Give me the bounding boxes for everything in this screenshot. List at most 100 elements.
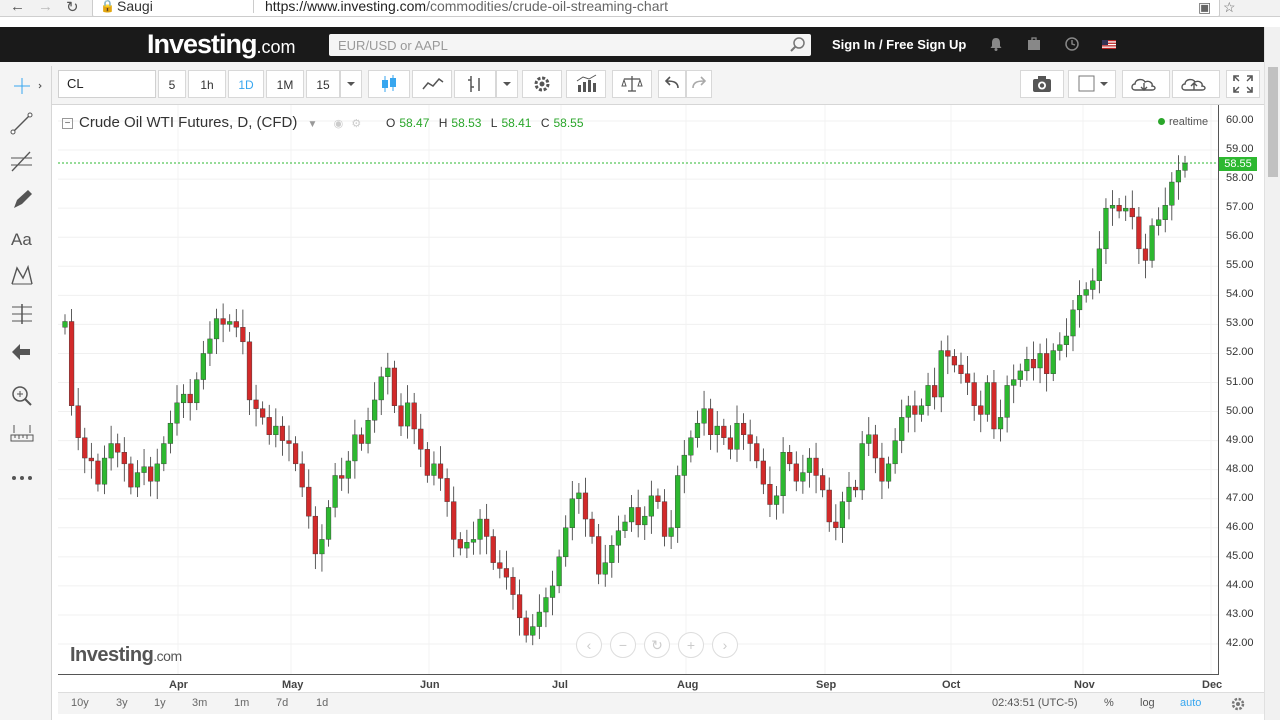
candle	[332, 462, 338, 518]
percent-scale-toggle[interactable]: %	[1104, 697, 1114, 709]
zoom-in-button[interactable]: +	[678, 632, 704, 658]
range-1m[interactable]: 1m	[234, 697, 250, 709]
fib-tool[interactable]	[8, 148, 36, 176]
candle	[984, 375, 990, 422]
price-tick-label: 50.00	[1226, 404, 1254, 417]
bell-icon[interactable]	[988, 36, 1004, 52]
zoom-out-button[interactable]: −	[610, 632, 636, 658]
candle	[582, 477, 589, 537]
current-price-label: 58.55	[1219, 157, 1257, 171]
interval-1d[interactable]: 1D	[228, 70, 264, 98]
range-3y[interactable]: 3y	[116, 697, 128, 709]
chart-title: Crude Oil WTI Futures, D, (CFD)	[79, 114, 298, 131]
candle	[622, 514, 628, 538]
clock-icon[interactable]	[1064, 36, 1080, 52]
range-3m[interactable]: 3m	[192, 697, 208, 709]
undo-button[interactable]	[658, 70, 686, 98]
reset-button[interactable]: ↻	[644, 632, 670, 658]
candlestick-plot[interactable]	[58, 105, 1220, 675]
site-identity[interactable]: Saugi	[117, 0, 153, 14]
interval-1m[interactable]: 1M	[266, 70, 304, 98]
page-scrollbar[interactable]	[1264, 27, 1280, 720]
interval-1h[interactable]: 1h	[188, 70, 226, 98]
time-tick-label: Nov	[1074, 679, 1095, 691]
gear-icon[interactable]	[1230, 696, 1246, 712]
line-chart-button[interactable]	[412, 70, 452, 98]
drawing-toolbar: Aa	[0, 66, 52, 720]
fullscreen-button[interactable]	[1226, 70, 1260, 98]
candles-button[interactable]	[368, 70, 410, 98]
auto-scale-toggle[interactable]: auto	[1180, 697, 1202, 709]
candle	[121, 437, 127, 482]
candle	[787, 444, 793, 472]
price-chart[interactable]	[58, 105, 1220, 675]
candle	[378, 366, 384, 416]
settings-small-icon[interactable]: ⚙	[351, 118, 362, 130]
interval-5m[interactable]: 5	[158, 70, 186, 98]
candle	[635, 489, 641, 538]
indicators-button[interactable]	[566, 70, 606, 98]
compare-button[interactable]	[612, 70, 652, 98]
collapse-legend-button[interactable]: −	[62, 118, 73, 129]
chart-toolbar: CL 5 1h 1D 1M 15	[0, 62, 1264, 105]
range-10y[interactable]: 10y	[71, 697, 89, 709]
range-1d[interactable]: 1d	[316, 697, 329, 709]
star-icon[interactable]: ☆	[1223, 0, 1236, 15]
price-tick-label: 43.00	[1226, 607, 1254, 620]
search-icon[interactable]	[789, 36, 807, 54]
price-tick-label: 44.00	[1226, 578, 1254, 591]
symbol-input[interactable]: CL	[58, 70, 156, 98]
range-7d[interactable]: 7d	[276, 697, 289, 709]
chevron-down-icon[interactable]: ▼	[307, 119, 318, 130]
zoom-icon	[12, 386, 32, 406]
candle	[912, 390, 918, 433]
candle	[899, 399, 905, 454]
save-chart-button[interactable]	[1172, 70, 1220, 98]
more-tools[interactable]	[8, 464, 36, 492]
time-axis[interactable]: Apr May Jun Jul Aug Sep Oct Nov Dec	[58, 674, 1222, 694]
text-tool[interactable]: Aa	[8, 226, 36, 254]
load-chart-button[interactable]	[1122, 70, 1170, 98]
zoom-tool[interactable]	[8, 382, 36, 410]
ruler-tool[interactable]	[8, 420, 36, 448]
timezone-clock[interactable]: 02:43:51 (UTC-5)	[992, 697, 1078, 709]
brush-tool[interactable]	[8, 186, 36, 214]
interval-dropdown[interactable]	[340, 70, 362, 98]
settings-button[interactable]	[522, 70, 562, 98]
range-1y[interactable]: 1y	[154, 697, 166, 709]
snapshot-button[interactable]	[1020, 70, 1064, 98]
color-picker-button[interactable]	[1068, 70, 1116, 98]
measure-tool[interactable]	[8, 300, 36, 328]
log-scale-toggle[interactable]: log	[1140, 697, 1155, 709]
candle	[148, 456, 154, 497]
forward-icon[interactable]: →	[38, 0, 53, 15]
candle	[964, 356, 971, 395]
scroll-right-button[interactable]: ›	[712, 632, 738, 658]
pattern-tool[interactable]	[8, 262, 36, 290]
candle	[1149, 218, 1155, 268]
site-logo[interactable]: Investing.com	[147, 29, 296, 59]
search-input[interactable]: EUR/USD or AAPL	[329, 34, 811, 56]
chart-type-dropdown[interactable]	[496, 70, 518, 98]
url-text[interactable]: https://www.investing.com/commodities/cr…	[265, 0, 669, 14]
remove-drawings-tool[interactable]	[8, 338, 36, 366]
translate-icon[interactable]: ▣	[1198, 0, 1212, 15]
reload-icon[interactable]: ↻	[66, 0, 79, 16]
bars-button[interactable]	[454, 70, 496, 98]
back-icon[interactable]: ←	[10, 0, 25, 15]
scroll-left-button[interactable]: ‹	[576, 632, 602, 658]
crosshair-tool[interactable]	[8, 72, 42, 100]
sign-in-link[interactable]: Sign In / Free Sign Up	[832, 37, 967, 52]
interval-15[interactable]: 15	[306, 70, 340, 98]
flag-icon[interactable]	[1101, 36, 1117, 52]
scrollbar-thumb[interactable]	[1268, 67, 1278, 177]
redo-button[interactable]	[686, 70, 712, 98]
trend-line-tool[interactable]	[8, 110, 36, 138]
briefcase-icon[interactable]	[1026, 36, 1042, 52]
candle	[951, 349, 958, 373]
visibility-icon[interactable]: ◉	[333, 118, 344, 130]
candle	[820, 468, 826, 498]
candle	[813, 442, 819, 494]
address-bar[interactable]: 🔒 Saugi https://www.investing.com/commod…	[92, 0, 1220, 17]
price-axis[interactable]: 60.00 59.00 58.00 57.00 56.00 55.00 54.00 53.00…	[1218, 105, 1264, 675]
